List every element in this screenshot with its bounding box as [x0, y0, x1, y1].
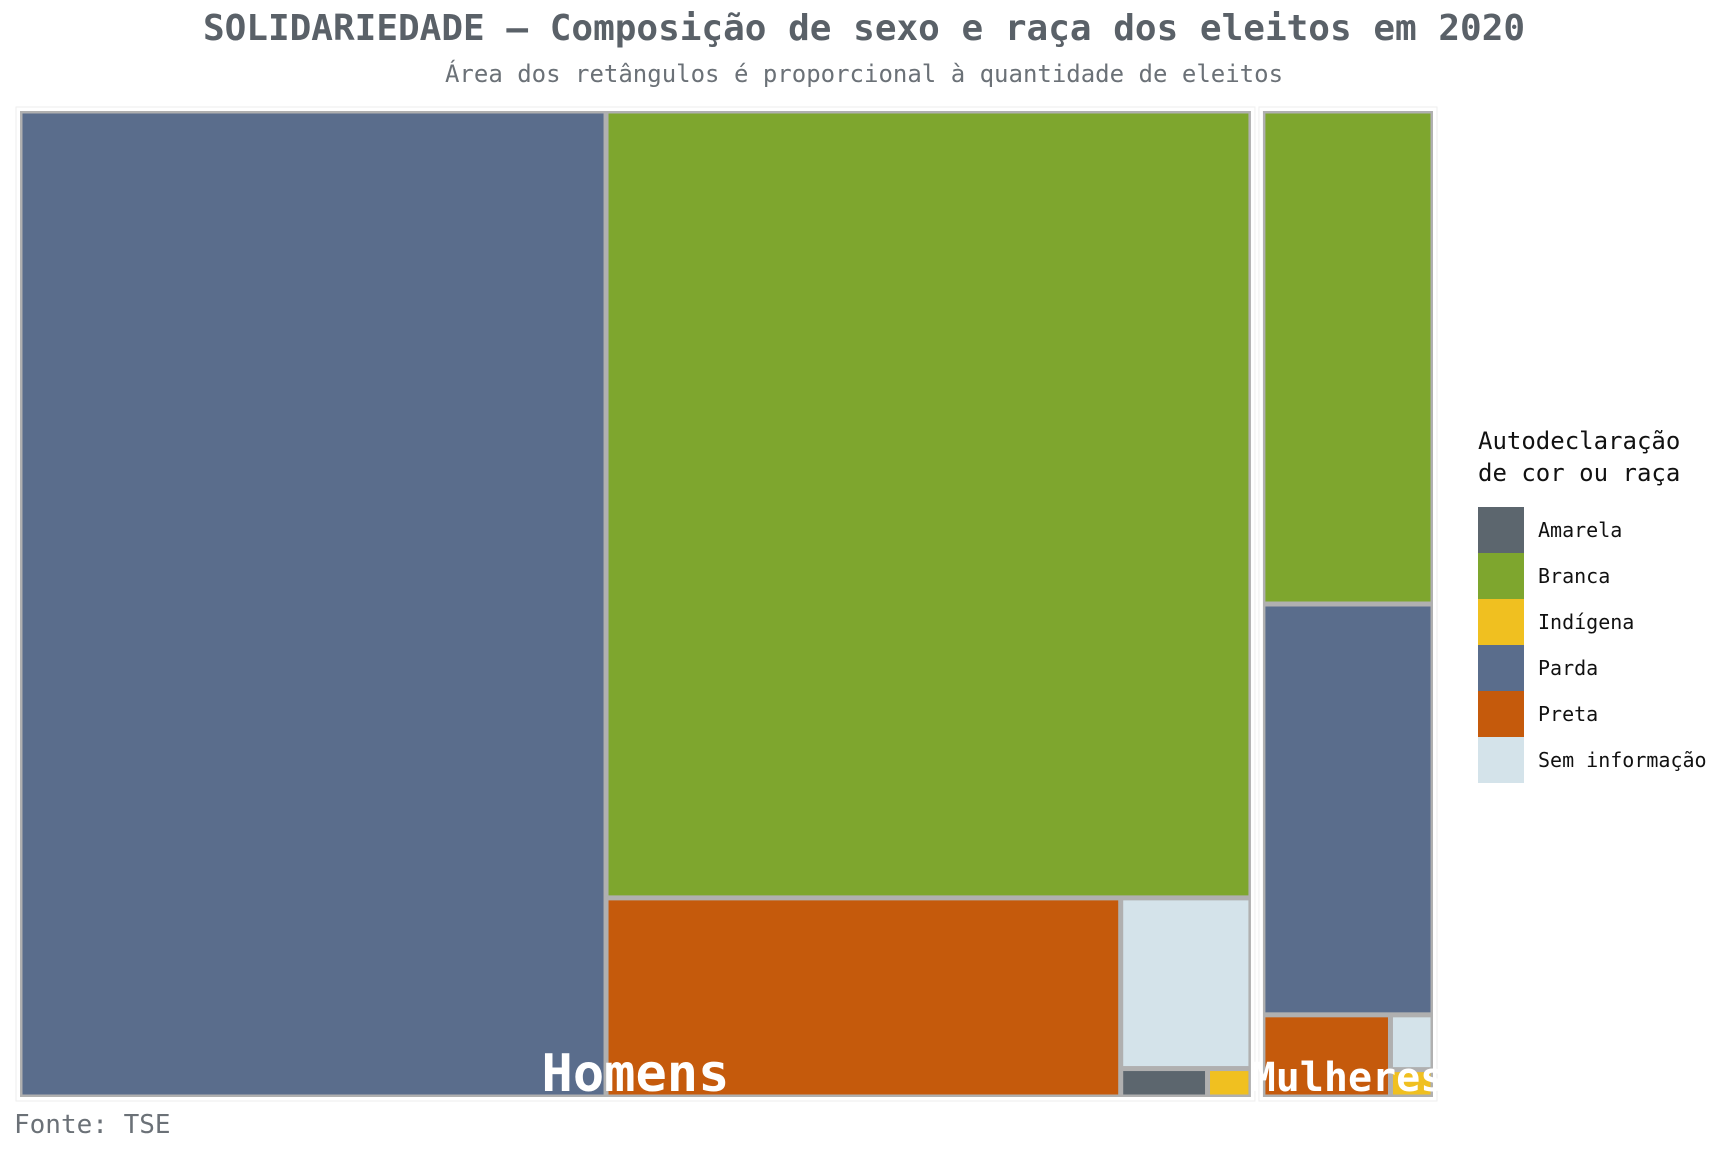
treemap-cell-parda — [1265, 606, 1431, 1013]
legend-label: Branca — [1538, 564, 1611, 588]
treemap-cell-branca — [608, 113, 1249, 896]
treemap-cell-parda — [22, 113, 604, 1095]
legend-swatch — [1478, 599, 1524, 645]
group-label: Mulheres — [1252, 1055, 1439, 1101]
legend-swatch — [1478, 553, 1524, 599]
legend-item: Sem informação — [1478, 737, 1707, 783]
legend-item: Amarela — [1478, 507, 1707, 553]
treemap-cell-branca — [1265, 113, 1431, 602]
treemap-group: Homens — [15, 106, 1256, 1103]
legend-label: Indígena — [1538, 610, 1635, 634]
treemap-group: Mulheres — [1252, 106, 1439, 1102]
legend-title-line2: de cor ou raça — [1478, 459, 1681, 487]
legend-label: Sem informação — [1538, 748, 1707, 772]
legend-item: Preta — [1478, 691, 1707, 737]
treemap-cell-amarela — [1123, 1071, 1206, 1095]
legend-items: Amarela Branca Indígena Parda Preta Sem infor… — [1478, 507, 1707, 783]
legend-item: Parda — [1478, 645, 1707, 691]
chart-title: SOLIDARIEDADE – Composição de sexo e raç… — [202, 8, 1526, 49]
legend-title-line1: Autodeclaração — [1478, 427, 1681, 455]
treemap-chart: Homens Mulheres — [15, 106, 1439, 1103]
treemap-cell-preta — [1265, 1017, 1388, 1095]
legend-swatch — [1478, 645, 1524, 691]
legend-swatch — [1478, 691, 1524, 737]
chart-subtitle: Área dos retângulos é proporcional à qua… — [444, 60, 1284, 88]
legend-item: Indígena — [1478, 599, 1707, 645]
legend-swatch — [1478, 507, 1524, 553]
treemap-cell-sem-informa-o — [1392, 1017, 1431, 1068]
legend-label: Preta — [1538, 702, 1599, 726]
legend-swatch — [1478, 737, 1524, 783]
legend-label: Parda — [1538, 656, 1599, 680]
legend-item: Branca — [1478, 553, 1707, 599]
treemap-cell-preta — [608, 900, 1119, 1095]
treemap-cell-sem-informa-o — [1123, 900, 1249, 1067]
legend-label: Amarela — [1538, 518, 1623, 542]
source-note: Fonte: TSE — [14, 1110, 171, 1140]
treemap-cell-ind-gena — [1210, 1071, 1249, 1095]
treemap-cell-ind-gena — [1392, 1072, 1431, 1095]
group-label: Homens — [542, 1044, 730, 1103]
legend: Autodeclaração de cor ou raça Amarela Bra… — [1478, 425, 1707, 783]
